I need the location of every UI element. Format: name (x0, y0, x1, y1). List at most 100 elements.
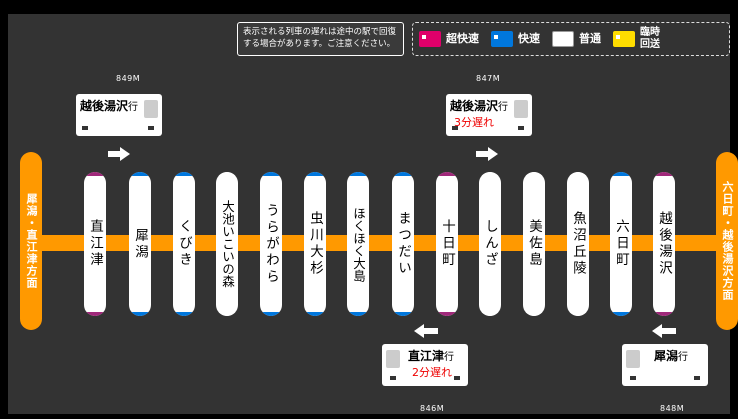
delay-notice-text: 表示される列車の遅れは途中の駅で回復する場合があります。ご注意ください。 (243, 27, 397, 49)
station-cap (523, 312, 545, 316)
train-window (144, 100, 158, 118)
station-14[interactable]: 越後湯沢 (653, 172, 675, 316)
station-name: ほくほく大島 (351, 206, 366, 282)
station-9[interactable]: 十日町 (436, 172, 458, 316)
train-848m[interactable]: 犀潟行 (622, 344, 708, 386)
legend-item-super-rapid: 超快速 (419, 31, 479, 47)
train-light (452, 126, 458, 130)
arrow-left-icon (414, 324, 438, 338)
train-local-icon (552, 31, 574, 47)
train-light (454, 376, 460, 380)
station-name: くびき (176, 219, 192, 269)
train-destination: 犀潟行 (654, 349, 689, 363)
train-window (386, 350, 400, 368)
legend-label: 快速 (518, 32, 540, 45)
legend-item-local: 普通 (552, 31, 601, 47)
station-cap (84, 312, 106, 316)
station-cap (173, 172, 195, 176)
station-13[interactable]: 六日町 (610, 172, 632, 316)
station-cap (216, 312, 238, 316)
station-cap (173, 312, 195, 316)
train-delay: 3分遅れ (454, 116, 494, 129)
station-cap (260, 312, 282, 316)
station-cap (347, 312, 369, 316)
station-5[interactable]: うらがわら (260, 172, 282, 316)
track-line (20, 235, 720, 251)
train-deadhead-icon (613, 31, 635, 47)
station-4[interactable]: 大池いこいの森 (216, 172, 238, 316)
station-cap (653, 312, 675, 316)
arrow-right-icon (108, 147, 132, 161)
train-846m[interactable]: 直江津行 2分遅れ (382, 344, 468, 386)
train-delay: 2分遅れ (412, 366, 452, 379)
station-cap (129, 172, 151, 176)
train-light (390, 376, 396, 380)
station-cap (523, 172, 545, 176)
station-cap (392, 312, 414, 316)
train-number: 847M (476, 74, 501, 83)
legend-label: 臨時回送 (640, 27, 660, 50)
train-rapid-icon (491, 31, 513, 47)
train-super-rapid-icon (419, 31, 441, 47)
station-cap (610, 312, 632, 316)
station-cap (260, 172, 282, 176)
station-cap (610, 172, 632, 176)
station-10[interactable]: しんざ (479, 172, 501, 316)
direction-right-label: 六日町・越後湯沢方面 (721, 181, 734, 301)
station-name: 六日町 (613, 219, 629, 269)
delay-notice: 表示される列車の遅れは途中の駅で回復する場合があります。ご注意ください。 (237, 22, 404, 56)
station-name: うらがわら (263, 202, 279, 286)
station-cap (304, 312, 326, 316)
legend: 超快速 快速 普通 臨時回送 (412, 22, 730, 56)
station-name: 美佐島 (526, 219, 542, 269)
station-name: 大池いこいの森 (220, 200, 235, 288)
direction-left-label: 犀潟・直江津方面 (25, 193, 38, 289)
station-cap (304, 172, 326, 176)
station-7[interactable]: ほくほく大島 (347, 172, 369, 316)
train-destination: 越後湯沢行 (450, 99, 509, 113)
station-cap (129, 312, 151, 316)
station-cap (567, 172, 589, 176)
train-number: 846M (420, 404, 445, 413)
station-name: しんざ (482, 219, 498, 269)
station-1[interactable]: 直江津 (84, 172, 106, 316)
train-light (82, 126, 88, 130)
train-number: 848M (660, 404, 685, 413)
station-name: 直江津 (87, 219, 103, 269)
train-destination: 直江津行 (408, 349, 455, 363)
train-window (626, 350, 640, 368)
station-cap (216, 172, 238, 176)
station-name: まつだい (395, 211, 411, 277)
train-destination: 越後湯沢行 (80, 99, 139, 113)
train-number: 849M (116, 74, 141, 83)
direction-right: 六日町・越後湯沢方面 (716, 152, 738, 330)
station-cap (567, 312, 589, 316)
train-light (694, 376, 700, 380)
route-panel (8, 14, 730, 414)
station-cap (436, 172, 458, 176)
arrow-right-icon (476, 147, 500, 161)
station-cap (479, 172, 501, 176)
station-name: 十日町 (439, 219, 455, 269)
station-3[interactable]: くびき (173, 172, 195, 316)
train-847m[interactable]: 越後湯沢行 3分遅れ (446, 94, 532, 136)
train-light (148, 126, 154, 130)
station-cap (436, 312, 458, 316)
train-light (518, 126, 524, 130)
arrow-left-icon (652, 324, 676, 338)
station-cap (84, 172, 106, 176)
station-name: 虫川大杉 (307, 211, 323, 277)
station-12[interactable]: 魚沼丘陵 (567, 172, 589, 316)
station-cap (392, 172, 414, 176)
station-8[interactable]: まつだい (392, 172, 414, 316)
station-cap (653, 172, 675, 176)
station-6[interactable]: 虫川大杉 (304, 172, 326, 316)
legend-item-deadhead: 臨時回送 (613, 27, 662, 51)
direction-left: 犀潟・直江津方面 (20, 152, 42, 330)
station-11[interactable]: 美佐島 (523, 172, 545, 316)
train-849m[interactable]: 越後湯沢行 (76, 94, 162, 136)
station-2[interactable]: 犀潟 (129, 172, 151, 316)
station-name: 犀潟 (132, 227, 148, 261)
legend-label: 超快速 (446, 32, 479, 45)
